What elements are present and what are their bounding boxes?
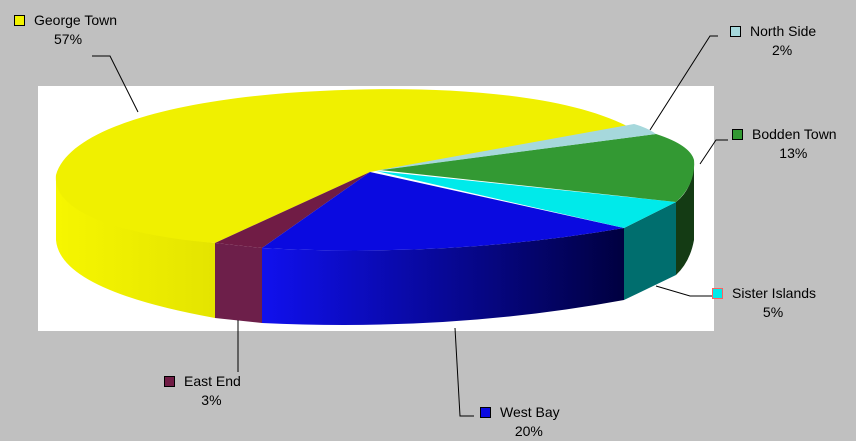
data-label-george-town: George Town 57%	[14, 11, 117, 49]
slice-sister-islands	[376, 171, 676, 228]
slice-name: West Bay	[500, 404, 560, 420]
leader-george-town	[92, 55, 139, 113]
slice-percent: 5%	[762, 304, 784, 320]
slice-bodden-town	[380, 134, 695, 202]
slice-side-george-town	[56, 178, 215, 318]
leader-lines	[92, 35, 728, 417]
slice-name: North Side	[750, 23, 817, 39]
data-label-bodden-town: Bodden Town 13%	[732, 125, 837, 163]
slice-name: George Town	[34, 12, 118, 28]
data-label-west-bay: West Bay 20%	[480, 403, 560, 441]
legend-swatch-george-town	[14, 15, 25, 26]
data-label-sister-islands: Sister Islands 5%	[712, 284, 816, 322]
legend-swatch-east-end	[164, 376, 175, 387]
slice-side-sister-islands	[624, 202, 676, 300]
slice-side-bodden-town	[676, 160, 694, 275]
leader-bodden-town	[699, 139, 728, 165]
slice-percent: 2%	[771, 42, 793, 58]
legend-swatch-sister-islands	[712, 288, 723, 299]
slice-side-east-end	[215, 243, 262, 323]
data-label-east-end: East End 3%	[164, 372, 241, 410]
leader-sister-islands	[655, 285, 712, 297]
leader-west-bay	[454, 327, 474, 417]
legend-swatch-bodden-town	[732, 129, 743, 140]
slice-percent: 57%	[54, 31, 83, 47]
slice-name: Bodden Town	[752, 126, 837, 142]
leader-north-side	[649, 35, 718, 131]
slice-percent: 3%	[201, 392, 222, 408]
slice-north-side	[374, 124, 656, 171]
slice-name: East End	[184, 373, 241, 389]
legend-swatch-west-bay	[480, 407, 491, 418]
slice-percent: 20%	[514, 423, 543, 439]
legend-swatch-north-side	[730, 26, 741, 37]
slice-name: Sister Islands	[732, 285, 817, 301]
slice-side-west-bay	[262, 228, 624, 325]
slice-west-bay	[262, 172, 624, 251]
data-label-north-side: North Side 2%	[730, 22, 816, 60]
slice-east-end	[215, 172, 370, 248]
slice-percent: 13%	[779, 145, 808, 161]
slice-george-town	[55, 89, 628, 243]
